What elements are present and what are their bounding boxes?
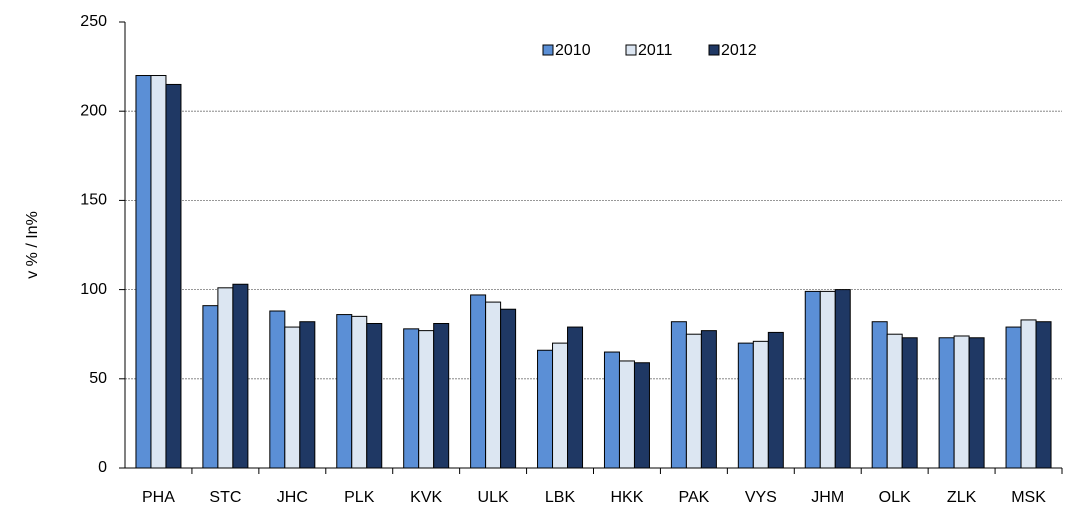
- x-tick-label: JHC: [277, 489, 308, 506]
- bar: [670, 321, 687, 469]
- x-tick-label: PAK: [678, 489, 709, 506]
- bar: [819, 290, 836, 469]
- bar: [752, 340, 769, 469]
- bar: [165, 83, 182, 469]
- bar: [938, 337, 955, 469]
- y-tick-label: 150: [80, 192, 107, 209]
- legend-label: 2012: [721, 42, 757, 59]
- bar: [603, 351, 620, 469]
- y-tick-label: 100: [80, 281, 107, 298]
- bar: [1035, 321, 1052, 469]
- x-tick-label: JHM: [811, 489, 844, 506]
- bar: [834, 289, 851, 469]
- bar: [470, 294, 487, 469]
- bar: [485, 301, 502, 469]
- legend-swatch: [625, 44, 637, 56]
- bar: [804, 290, 821, 469]
- x-tick-label: MSK: [1011, 489, 1046, 506]
- legend-swatch: [708, 44, 720, 56]
- legend-label: 2010: [555, 42, 591, 59]
- bar: [552, 342, 569, 469]
- y-tick-label: 0: [98, 459, 107, 476]
- bar: [953, 335, 970, 469]
- bar: [336, 314, 353, 469]
- bar: [968, 337, 985, 469]
- bar: [217, 287, 234, 469]
- x-tick-label: VYS: [745, 489, 777, 506]
- bar: [232, 283, 249, 469]
- bar: [351, 315, 368, 469]
- bar: [202, 305, 219, 469]
- y-axis-label: v % / In%: [24, 211, 41, 279]
- x-tick-label: HKK: [611, 489, 644, 506]
- bar: [269, 310, 286, 469]
- bar: [685, 333, 702, 469]
- bar: [537, 349, 554, 469]
- x-tick-label: PLK: [344, 489, 375, 506]
- y-tick-label: 200: [80, 102, 107, 119]
- x-tick-label: ZLK: [947, 489, 977, 506]
- bar: [1005, 326, 1022, 469]
- bar: [737, 342, 754, 469]
- x-tick-label: OLK: [879, 489, 911, 506]
- x-tick-label: KVK: [410, 489, 442, 506]
- bar: [403, 328, 420, 469]
- x-tick-label: LBK: [545, 489, 576, 506]
- bar: [135, 75, 152, 469]
- bar: [901, 337, 918, 469]
- x-tick-label: PHA: [142, 489, 175, 506]
- bar: [567, 326, 584, 469]
- bar: [500, 308, 517, 469]
- bar: [418, 330, 435, 469]
- legend-swatch: [542, 44, 554, 56]
- bar: [886, 333, 903, 469]
- bar: [1020, 319, 1037, 469]
- bar: [284, 326, 301, 469]
- bar: [767, 331, 784, 469]
- bar: [150, 75, 167, 469]
- x-tick-label: STC: [209, 489, 241, 506]
- bar: [618, 360, 635, 469]
- bar: [633, 362, 650, 469]
- bar: [700, 330, 717, 469]
- bar: [433, 322, 450, 469]
- y-tick-label: 250: [80, 13, 107, 30]
- bar: [299, 321, 316, 469]
- y-tick-label: 50: [89, 370, 107, 387]
- x-tick-label: ULK: [478, 489, 509, 506]
- legend-label: 2011: [638, 42, 673, 59]
- bar: [871, 321, 888, 469]
- bar: [366, 322, 383, 469]
